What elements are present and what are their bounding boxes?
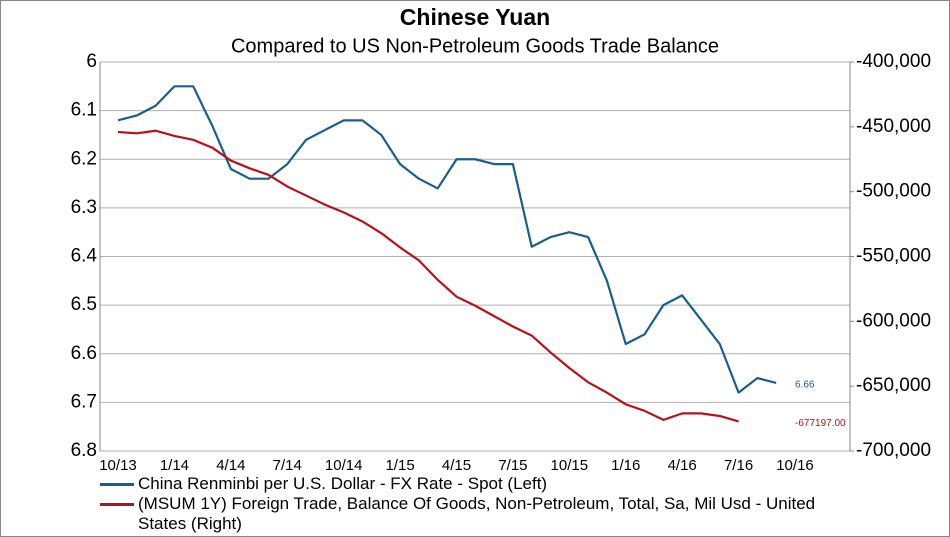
y-tick-label: 6.2: [71, 148, 97, 169]
x-tick-label: 7/16: [724, 457, 753, 474]
x-tick-label: 7/14: [273, 457, 302, 474]
y2-tick-label: -500,000: [856, 181, 931, 202]
x-tick-label: 7/15: [498, 457, 527, 474]
y2-tick-label: -400,000: [856, 51, 931, 72]
last-value-label: 6.66: [795, 380, 815, 391]
y-tick-label: 6.5: [71, 294, 97, 315]
x-tick-label: 4/16: [668, 457, 697, 474]
chart-title: Chinese Yuan: [400, 4, 550, 30]
legend-label: China Renminbi per U.S. Dollar - FX Rate…: [138, 474, 548, 493]
chart-subtitle: Compared to US Non-Petroleum Goods Trade…: [231, 35, 719, 57]
series-line: [117, 85, 777, 394]
x-tick-label: 1/15: [385, 457, 414, 474]
last-value-label: -677197.00: [795, 418, 846, 429]
legend-entry: China Renminbi per U.S. Dollar - FX Rate…: [100, 474, 860, 494]
legend: China Renminbi per U.S. Dollar - FX Rate…: [100, 474, 860, 534]
legend-swatch: [100, 503, 134, 506]
y-tick-label: 6.6: [71, 343, 97, 364]
y2-tick-label: -550,000: [856, 246, 931, 267]
y-tick-label: 6.7: [71, 391, 97, 412]
legend-label: (MSUM 1Y) Foreign Trade, Balance Of Good…: [138, 494, 816, 533]
x-tick-label: 10/13: [99, 457, 137, 474]
y2-tick-label: -450,000: [856, 116, 931, 137]
y-tick-label: 6: [86, 51, 97, 72]
legend-entry: (MSUM 1Y) Foreign Trade, Balance Of Good…: [100, 494, 860, 534]
x-tick-label: 10/16: [776, 457, 814, 474]
x-tick-label: 4/14: [216, 457, 245, 474]
y-tick-label: 6.3: [71, 197, 97, 218]
y2-tick-label: -700,000: [856, 440, 931, 461]
y-tick-label: 6.4: [71, 246, 98, 267]
x-tick-label: 4/15: [442, 457, 471, 474]
x-tick-label: 10/14: [325, 457, 363, 474]
series-line: [117, 129, 739, 423]
x-tick-label: 1/14: [160, 457, 189, 474]
y2-tick-label: -650,000: [856, 375, 931, 396]
x-tick-label: 1/16: [611, 457, 640, 474]
x-tick-label: 10/15: [551, 457, 589, 474]
y2-tick-label: -600,000: [856, 310, 931, 331]
y-tick-label: 6.1: [71, 100, 97, 121]
y-tick-label: 6.8: [71, 440, 97, 461]
legend-swatch: [100, 483, 134, 486]
